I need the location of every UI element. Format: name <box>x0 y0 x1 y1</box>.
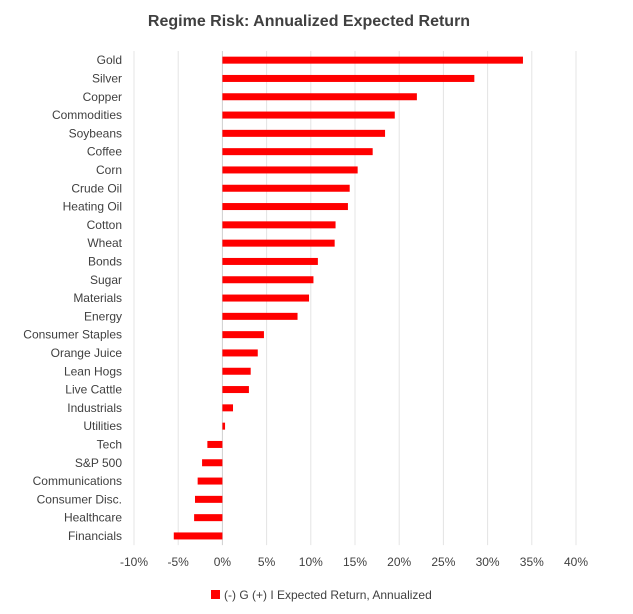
bar <box>222 386 249 394</box>
category-label: Coffee <box>87 145 122 159</box>
category-label: Lean Hogs <box>64 364 122 378</box>
bar <box>222 74 475 82</box>
category-label: Wheat <box>87 236 122 250</box>
x-tick-label: -10% <box>120 555 148 569</box>
bar <box>222 349 258 357</box>
bar <box>194 495 223 503</box>
bar <box>222 276 314 284</box>
bar <box>222 56 523 64</box>
category-label: Heating Oil <box>63 200 122 214</box>
x-tick-label: 5% <box>258 555 276 569</box>
category-label: Bonds <box>88 254 122 268</box>
category-label: Communications <box>33 474 122 488</box>
bar <box>194 514 223 522</box>
bar <box>222 404 234 412</box>
x-axis-tick-labels: -10% -5% 0% 5% 10% 15% 20% 25% 30% 35% 40% <box>120 555 588 569</box>
bar <box>222 294 310 302</box>
category-labels: Gold Silver Copper Commodities Soybeans Coffe… <box>23 53 122 543</box>
bar <box>197 477 223 485</box>
x-tick-label: 25% <box>431 555 455 569</box>
category-label: Cotton <box>87 218 122 232</box>
bar <box>222 166 358 174</box>
category-label: Consumer Staples <box>23 328 122 342</box>
category-label: Energy <box>84 309 122 323</box>
bar <box>222 331 264 339</box>
category-label: Tech <box>97 437 122 451</box>
category-label: Gold <box>97 53 122 67</box>
category-label: Sugar <box>90 273 122 287</box>
legend: (-) G (+) I Expected Return, Annualized <box>211 588 432 602</box>
bar <box>222 221 336 229</box>
x-tick-label: 35% <box>520 555 544 569</box>
legend-label: (-) G (+) I Expected Return, Annualized <box>224 588 432 602</box>
bar <box>222 184 350 192</box>
x-tick-label: 40% <box>564 555 588 569</box>
category-label: Corn <box>96 163 122 177</box>
bar <box>222 367 251 375</box>
category-label: Materials <box>73 291 122 305</box>
category-label: Consumer Disc. <box>37 492 122 506</box>
bar <box>222 93 417 101</box>
bars <box>173 56 523 540</box>
category-label: Copper <box>83 90 122 104</box>
bar <box>222 312 298 320</box>
bar <box>222 129 386 137</box>
bar <box>222 148 373 156</box>
bar <box>222 239 335 247</box>
bar <box>173 532 223 540</box>
x-tick-label: 20% <box>387 555 411 569</box>
x-tick-label: 10% <box>299 555 323 569</box>
chart-title: Regime Risk: Annualized Expected Return <box>148 13 470 30</box>
category-label: Financials <box>68 529 122 543</box>
bar <box>202 459 223 467</box>
x-tick-label: 30% <box>476 555 500 569</box>
category-label: Industrials <box>67 401 122 415</box>
x-tick-label: -5% <box>168 555 190 569</box>
x-tick-label: 15% <box>343 555 367 569</box>
category-label: Silver <box>92 71 122 85</box>
category-label: Commodities <box>52 108 122 122</box>
bar <box>222 422 226 430</box>
category-label: S&P 500 <box>75 456 122 470</box>
legend-swatch <box>211 590 220 599</box>
category-label: Orange Juice <box>51 346 123 360</box>
category-label: Soybeans <box>69 126 122 140</box>
gridlines <box>133 51 577 546</box>
bar <box>207 440 223 448</box>
category-label: Utilities <box>83 419 122 433</box>
bar <box>222 203 348 211</box>
category-label: Live Cattle <box>65 383 122 397</box>
category-label: Crude Oil <box>71 181 122 195</box>
bar <box>222 111 395 119</box>
x-tick-label: 0% <box>214 555 232 569</box>
category-label: Healthcare <box>64 511 122 525</box>
bar <box>222 257 318 265</box>
